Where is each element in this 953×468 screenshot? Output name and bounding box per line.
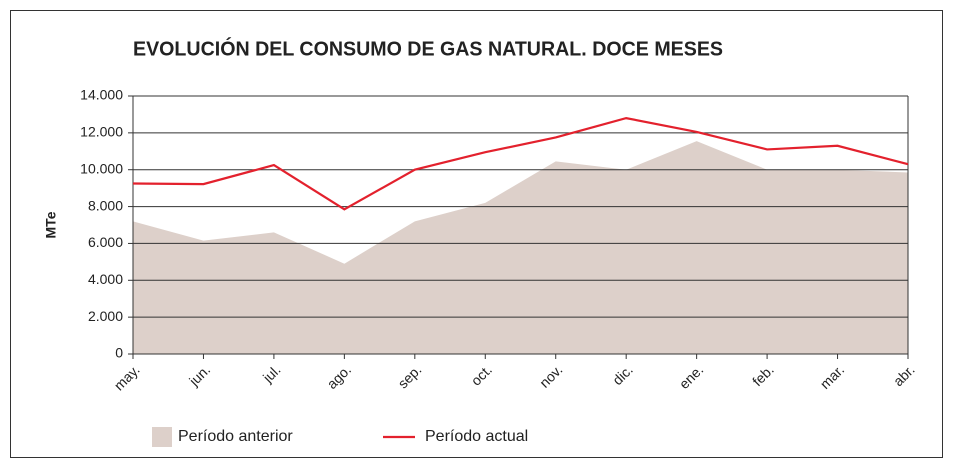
legend-swatch [152, 427, 172, 447]
x-tick-label: oct. [468, 361, 495, 388]
x-tick-label: feb. [749, 361, 777, 389]
y-tick-label: 6.000 [88, 234, 123, 250]
x-tick-label: abr. [890, 361, 918, 389]
x-tick-label: ene. [676, 361, 707, 392]
x-tick-label: mar. [817, 361, 848, 392]
y-axis-label: MTe [43, 211, 59, 238]
x-tick-label: sep. [395, 361, 425, 391]
line [132, 116, 909, 211]
x-tick-label: jul. [259, 361, 284, 386]
y-tick-label: 2.000 [88, 308, 123, 324]
x-tick-label: ago. [324, 361, 355, 392]
x-tick-label: nov. [536, 361, 565, 390]
x-tick-label: may. [111, 361, 143, 393]
legend-label: Período anterior [178, 428, 293, 445]
y-tick-label: 10.000 [80, 160, 123, 176]
y-tick-label: 4.000 [88, 271, 123, 287]
x-tick-label: jun. [185, 361, 213, 389]
y-tick-label: 14.000 [80, 87, 123, 103]
x-tick-label: dic. [609, 361, 636, 388]
frame [10, 10, 943, 458]
chart-title: EVOLUCIÓN DEL CONSUMO DE GAS NATURAL. DO… [133, 36, 723, 60]
y-tick-label: 0 [115, 345, 123, 361]
y-tick-label: 12.000 [80, 124, 123, 140]
area [133, 141, 908, 354]
legend-label: Período actual [425, 428, 528, 445]
y-tick-label: 8.000 [88, 197, 123, 213]
